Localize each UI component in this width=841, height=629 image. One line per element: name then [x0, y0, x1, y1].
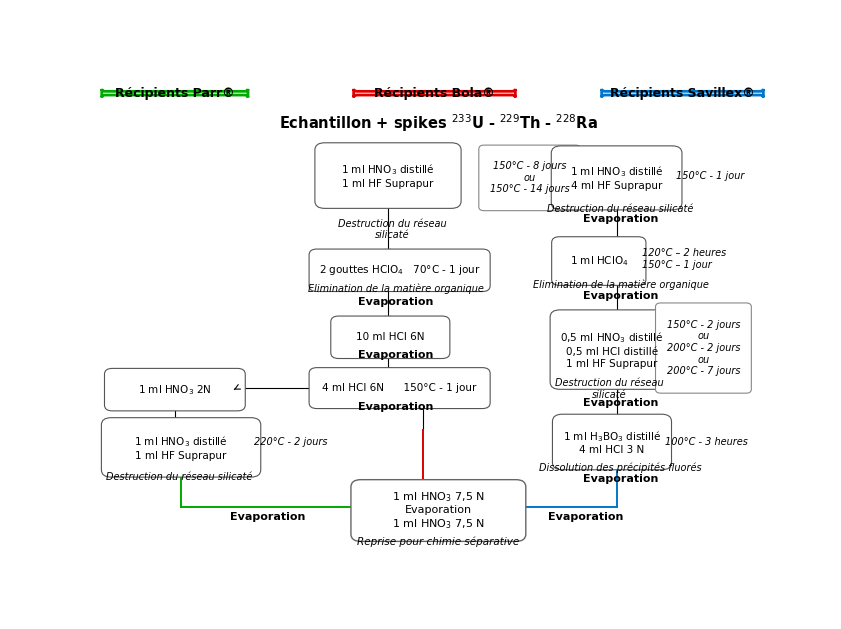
Text: Elimination de la matière organique: Elimination de la matière organique	[308, 284, 484, 294]
Text: 150°C - 8 jours
ou
150°C - 14 jours: 150°C - 8 jours ou 150°C - 14 jours	[490, 161, 569, 194]
Text: Reprise pour chimie séparative: Reprise pour chimie séparative	[357, 536, 520, 547]
Text: Evaporation: Evaporation	[548, 513, 623, 523]
Text: Destruction du réseau
silicaté: Destruction du réseau silicaté	[555, 378, 664, 399]
FancyBboxPatch shape	[655, 303, 751, 393]
Text: Evaporation: Evaporation	[358, 350, 433, 360]
Text: Récipients Savillex®: Récipients Savillex®	[610, 87, 755, 99]
Text: Evaporation: Evaporation	[583, 399, 659, 408]
Text: 150°C - 2 jours
ou
200°C - 2 jours
ou
200°C - 7 jours: 150°C - 2 jours ou 200°C - 2 jours ou 20…	[667, 320, 740, 376]
Text: 2 gouttes HClO$_4$   70°C - 1 jour: 2 gouttes HClO$_4$ 70°C - 1 jour	[319, 264, 480, 277]
Text: Echantillon + spikes $^{233}$U - $^{229}$Th - $^{228}$Ra: Echantillon + spikes $^{233}$U - $^{229}…	[279, 113, 598, 134]
Text: 220°C - 2 jours: 220°C - 2 jours	[254, 437, 327, 447]
FancyBboxPatch shape	[309, 367, 490, 409]
Text: Evaporation: Evaporation	[583, 474, 659, 484]
Text: 4 ml HCl 6N      150°C - 1 jour: 4 ml HCl 6N 150°C - 1 jour	[322, 383, 477, 393]
Text: 0,5 ml HNO$_3$ distillé
0,5 ml HCl distillé
1 ml HF Suprapur: 0,5 ml HNO$_3$ distillé 0,5 ml HCl disti…	[560, 331, 664, 369]
Text: Récipients Parr®: Récipients Parr®	[115, 87, 235, 99]
Text: Evaporation: Evaporation	[583, 214, 659, 225]
Text: Evaporation: Evaporation	[230, 513, 305, 523]
FancyBboxPatch shape	[309, 249, 490, 291]
Text: 10 ml HCl 6N: 10 ml HCl 6N	[356, 332, 425, 342]
Text: 1 ml HNO$_3$ 7,5 N
Evaporation
1 ml HNO$_3$ 7,5 N: 1 ml HNO$_3$ 7,5 N Evaporation 1 ml HNO$…	[392, 490, 484, 531]
Text: 1 ml HClO$_4$: 1 ml HClO$_4$	[569, 254, 628, 268]
Text: 150°C - 1 jour: 150°C - 1 jour	[676, 170, 744, 181]
Text: 1 ml HNO$_3$ distillé
1 ml HF Suprapur: 1 ml HNO$_3$ distillé 1 ml HF Suprapur	[341, 162, 435, 189]
Text: Elimination de la matière organique: Elimination de la matière organique	[532, 280, 708, 290]
Text: 100°C - 3 heures: 100°C - 3 heures	[665, 437, 748, 447]
Text: Evaporation: Evaporation	[583, 291, 659, 301]
Text: Destruction du réseau
silicaté: Destruction du réseau silicaté	[337, 219, 447, 240]
Text: 120°C – 2 heures
150°C – 1 jour: 120°C – 2 heures 150°C – 1 jour	[643, 248, 727, 270]
Text: 1 ml HNO$_3$ distillé
4 ml HF Suprapur: 1 ml HNO$_3$ distillé 4 ml HF Suprapur	[569, 165, 664, 191]
Text: 1 ml HNO$_3$ distillé
1 ml HF Suprapur: 1 ml HNO$_3$ distillé 1 ml HF Suprapur	[135, 434, 228, 460]
FancyBboxPatch shape	[479, 145, 581, 211]
Text: 1 ml H$_3$BO$_3$ distillé
4 ml HCl 3 N: 1 ml H$_3$BO$_3$ distillé 4 ml HCl 3 N	[563, 429, 661, 455]
Text: 1 ml HNO$_3$ 2N: 1 ml HNO$_3$ 2N	[138, 382, 212, 396]
FancyBboxPatch shape	[550, 310, 674, 389]
Text: Dissolution des précipités fluorés: Dissolution des précipités fluorés	[539, 463, 701, 474]
Text: Récipients Bola®: Récipients Bola®	[374, 87, 495, 99]
FancyBboxPatch shape	[552, 237, 646, 286]
FancyBboxPatch shape	[104, 369, 246, 411]
FancyBboxPatch shape	[553, 415, 671, 470]
FancyBboxPatch shape	[601, 89, 764, 97]
Text: Evaporation: Evaporation	[358, 297, 433, 307]
FancyBboxPatch shape	[331, 316, 450, 359]
Text: Evaporation: Evaporation	[358, 401, 433, 411]
FancyBboxPatch shape	[552, 146, 682, 210]
FancyBboxPatch shape	[315, 143, 461, 208]
FancyBboxPatch shape	[354, 89, 516, 97]
FancyBboxPatch shape	[102, 89, 248, 97]
FancyBboxPatch shape	[102, 418, 261, 477]
Text: Destruction du réseau silicaté: Destruction du réseau silicaté	[547, 204, 694, 214]
Text: Destruction du réseau silicaté: Destruction du réseau silicaté	[106, 472, 252, 482]
FancyBboxPatch shape	[351, 480, 526, 542]
